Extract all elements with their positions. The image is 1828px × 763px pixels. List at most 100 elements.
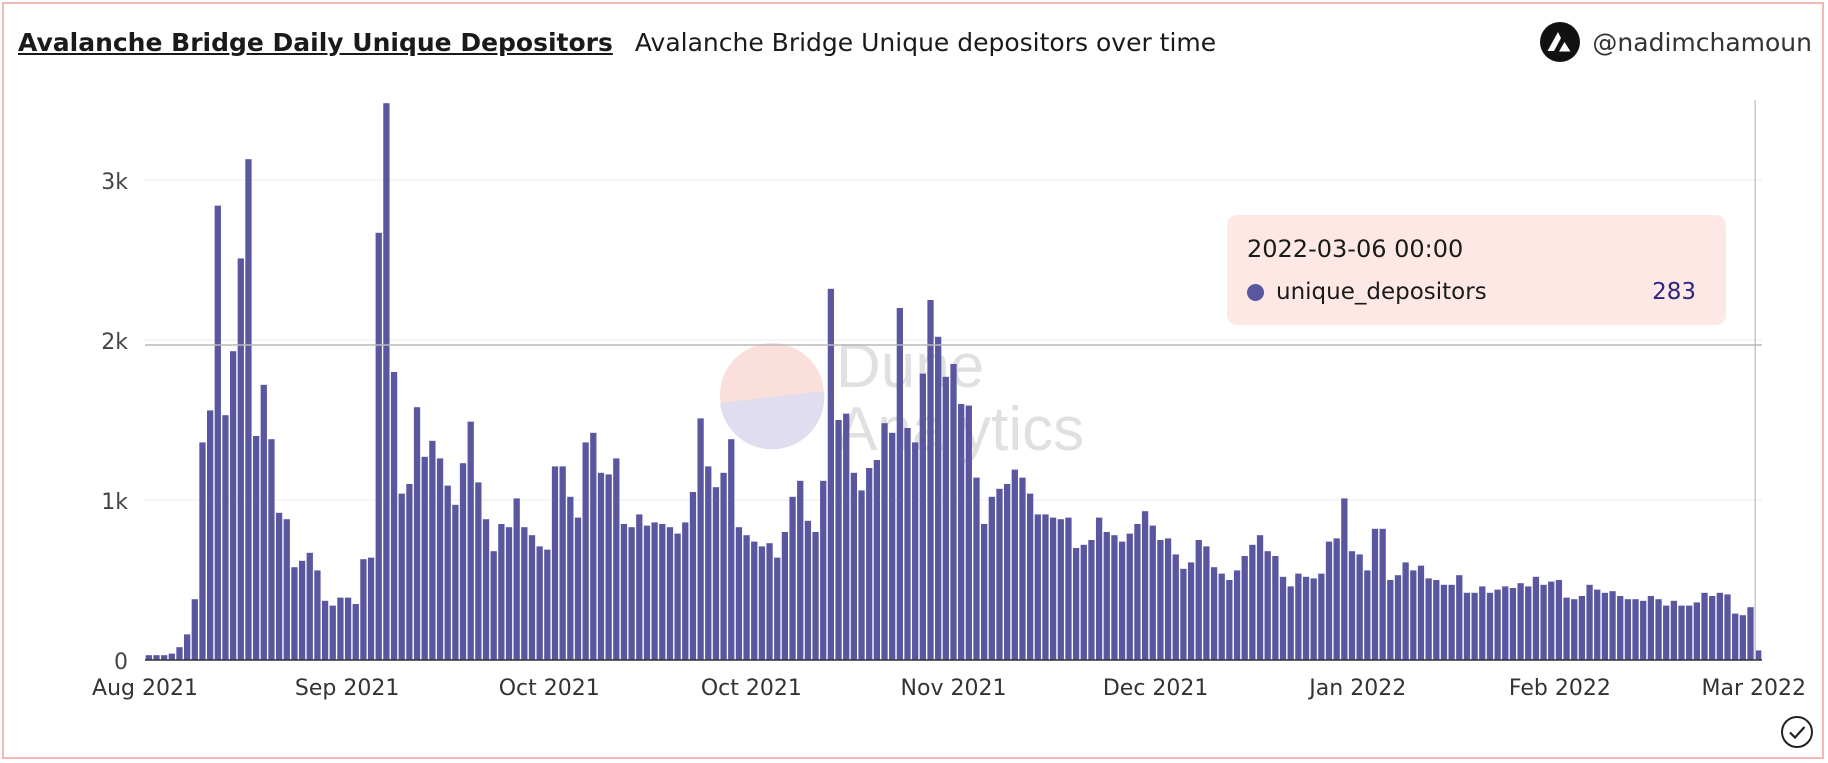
- bar[interactable]: [1678, 605, 1685, 660]
- bar[interactable]: [1387, 580, 1394, 660]
- bar[interactable]: [421, 456, 428, 660]
- bar[interactable]: [429, 440, 436, 660]
- bar[interactable]: [1095, 517, 1103, 660]
- bar[interactable]: [919, 373, 926, 660]
- bar[interactable]: [1601, 592, 1609, 660]
- bar[interactable]: [789, 496, 796, 660]
- bar[interactable]: [344, 597, 352, 660]
- bar[interactable]: [1157, 540, 1164, 660]
- bar[interactable]: [628, 527, 635, 660]
- bar[interactable]: [245, 159, 252, 660]
- bar[interactable]: [651, 522, 658, 660]
- bar[interactable]: [375, 232, 382, 661]
- bar[interactable]: [1318, 573, 1325, 660]
- bar[interactable]: [981, 524, 988, 660]
- bar[interactable]: [482, 519, 490, 660]
- chart-title-link[interactable]: Avalanche Bridge Daily Unique Depositors: [18, 27, 613, 57]
- bar[interactable]: [1333, 538, 1340, 660]
- bar[interactable]: [184, 634, 191, 660]
- bar[interactable]: [161, 655, 168, 660]
- bar[interactable]: [804, 520, 812, 660]
- bar[interactable]: [1111, 535, 1118, 660]
- bar[interactable]: [1663, 605, 1670, 660]
- bar[interactable]: [850, 472, 858, 660]
- bar[interactable]: [1371, 528, 1379, 660]
- bar[interactable]: [1295, 573, 1302, 660]
- bar[interactable]: [321, 600, 329, 660]
- bar[interactable]: [1701, 592, 1708, 660]
- bar[interactable]: [291, 567, 298, 660]
- bar[interactable]: [1126, 533, 1133, 660]
- bar[interactable]: [743, 535, 750, 660]
- bar[interactable]: [1172, 554, 1179, 660]
- bar[interactable]: [605, 474, 612, 660]
- bar[interactable]: [597, 472, 605, 660]
- bar[interactable]: [1479, 586, 1486, 660]
- bar[interactable]: [360, 559, 367, 660]
- bar[interactable]: [1210, 567, 1218, 660]
- bar[interactable]: [544, 549, 551, 660]
- bar[interactable]: [214, 205, 221, 660]
- bar[interactable]: [1226, 580, 1233, 660]
- bar[interactable]: [1594, 589, 1601, 660]
- bar[interactable]: [797, 480, 804, 660]
- bar[interactable]: [1709, 596, 1716, 660]
- bar[interactable]: [153, 655, 160, 660]
- bar[interactable]: [268, 439, 275, 660]
- bar[interactable]: [1164, 538, 1172, 660]
- bar[interactable]: [1249, 544, 1256, 660]
- bar[interactable]: [1555, 580, 1563, 660]
- bar[interactable]: [1456, 575, 1463, 660]
- bar[interactable]: [1004, 484, 1011, 660]
- bar[interactable]: [1203, 546, 1210, 660]
- bar[interactable]: [1011, 469, 1018, 660]
- bar[interactable]: [996, 488, 1003, 660]
- bar[interactable]: [436, 458, 444, 660]
- bar[interactable]: [1686, 605, 1693, 660]
- bar[interactable]: [965, 405, 972, 660]
- bar[interactable]: [1141, 511, 1149, 660]
- bar[interactable]: [674, 533, 681, 660]
- bar[interactable]: [1195, 540, 1202, 660]
- bar[interactable]: [1609, 591, 1616, 660]
- bar[interactable]: [1394, 575, 1402, 660]
- bar[interactable]: [475, 482, 482, 660]
- bar[interactable]: [1563, 597, 1570, 660]
- bar[interactable]: [1065, 517, 1072, 660]
- bar[interactable]: [735, 527, 743, 660]
- bar[interactable]: [199, 442, 206, 660]
- bar[interactable]: [889, 432, 896, 660]
- bar[interactable]: [720, 472, 727, 660]
- bar[interactable]: [1548, 581, 1555, 660]
- bar[interactable]: [337, 597, 344, 660]
- bar[interactable]: [866, 468, 873, 660]
- bar[interactable]: [666, 527, 674, 660]
- bar[interactable]: [1310, 578, 1317, 660]
- bar[interactable]: [1356, 554, 1363, 660]
- bar[interactable]: [1103, 532, 1110, 660]
- bar[interactable]: [705, 466, 712, 660]
- bar[interactable]: [1640, 600, 1647, 660]
- bar[interactable]: [1624, 599, 1632, 660]
- bar[interactable]: [881, 423, 888, 660]
- bar[interactable]: [1755, 650, 1762, 660]
- bar[interactable]: [1693, 602, 1700, 660]
- bar[interactable]: [1287, 586, 1294, 660]
- bar[interactable]: [1272, 556, 1279, 660]
- bar[interactable]: [1632, 599, 1639, 660]
- bar[interactable]: [306, 552, 313, 660]
- author-link[interactable]: @nadimchamoun: [1540, 20, 1812, 64]
- bar[interactable]: [659, 524, 666, 660]
- bar[interactable]: [1180, 568, 1187, 660]
- bar[interactable]: [728, 439, 735, 660]
- bar[interactable]: [1364, 570, 1371, 660]
- bar[interactable]: [383, 103, 390, 660]
- bar[interactable]: [1402, 562, 1409, 660]
- bar[interactable]: [1042, 514, 1049, 660]
- bar[interactable]: [1486, 592, 1494, 660]
- bar[interactable]: [1279, 576, 1287, 660]
- bar[interactable]: [1647, 596, 1655, 660]
- bar[interactable]: [406, 484, 413, 660]
- bar[interactable]: [636, 514, 643, 660]
- bar[interactable]: [758, 546, 766, 660]
